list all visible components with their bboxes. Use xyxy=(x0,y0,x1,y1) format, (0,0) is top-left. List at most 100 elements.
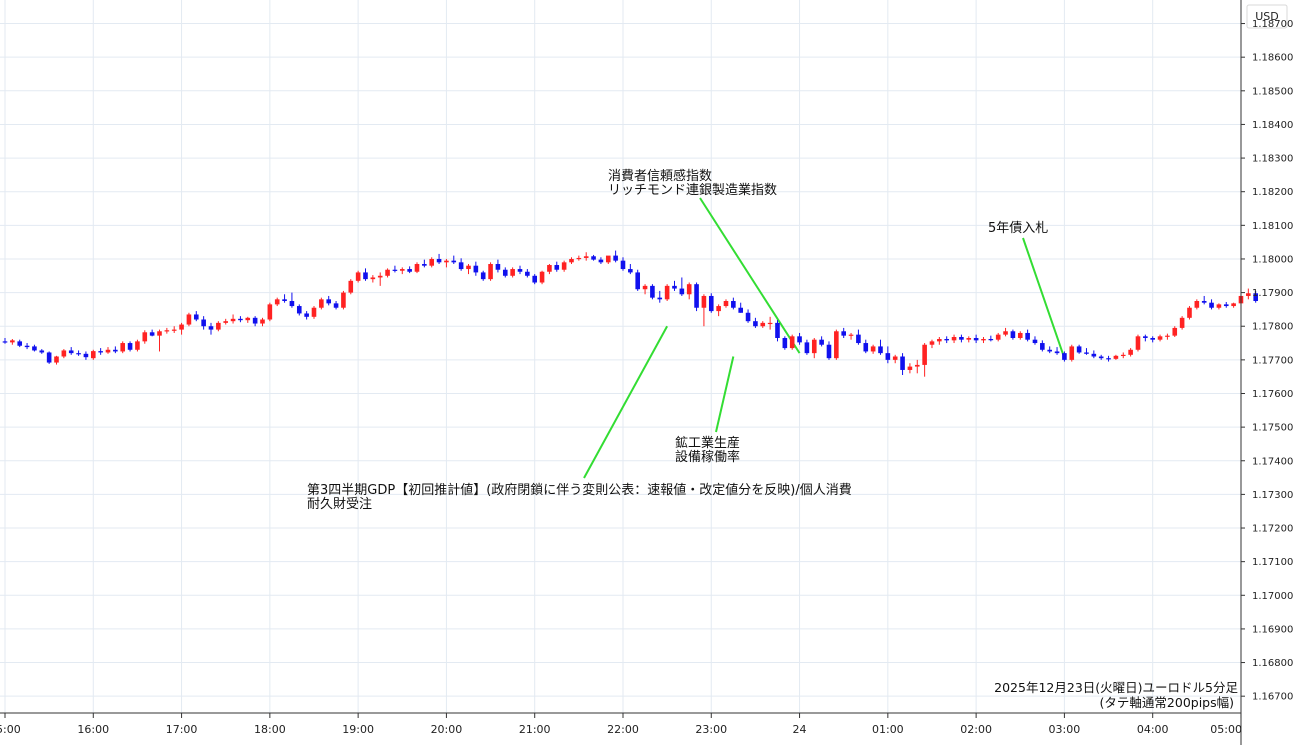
candle xyxy=(1010,329,1016,340)
candle xyxy=(208,322,214,335)
candle xyxy=(1172,326,1178,337)
candle xyxy=(1128,348,1133,357)
candle-body xyxy=(495,264,501,270)
candle xyxy=(708,293,714,313)
annotation-label: 第3四半期GDP【初回推計値】(政府閉鎖に伴う変則公表：速報値・改定値分を反映)… xyxy=(307,482,852,498)
x-tick-label: 24 xyxy=(793,723,807,736)
candle-body xyxy=(775,322,780,339)
candle-body xyxy=(149,332,155,336)
y-tick-label: 1.18500 xyxy=(1252,86,1293,97)
candle-body xyxy=(480,272,486,280)
candle-body xyxy=(789,336,795,349)
candle-body xyxy=(973,338,979,341)
candle xyxy=(819,336,824,347)
candle xyxy=(1098,354,1104,360)
candle-body xyxy=(525,271,530,276)
y-tick-label: 1.16700 xyxy=(1252,692,1293,703)
candle xyxy=(46,351,52,364)
candle xyxy=(694,282,699,312)
x-tick-label: 22:00 xyxy=(607,723,639,736)
candle-body xyxy=(716,306,721,312)
y-tick-label: 1.17700 xyxy=(1252,355,1293,366)
candle-body xyxy=(1231,303,1236,307)
candle-body xyxy=(1253,293,1258,302)
candle-body xyxy=(561,262,567,270)
candle xyxy=(171,326,177,333)
candle-body xyxy=(966,338,972,340)
candle xyxy=(164,327,170,334)
candle xyxy=(811,338,817,359)
candle-body xyxy=(1216,304,1222,308)
y-tick-label: 1.18200 xyxy=(1252,187,1293,198)
candle xyxy=(113,346,118,354)
candle xyxy=(274,297,280,307)
candle xyxy=(532,274,538,285)
candle-body xyxy=(444,260,449,263)
candle-body xyxy=(105,349,111,353)
candle xyxy=(900,353,905,375)
candle-body xyxy=(201,319,206,327)
candle-body xyxy=(1194,301,1200,308)
candle-body xyxy=(841,331,846,336)
candle-body xyxy=(466,265,471,270)
candle xyxy=(1054,347,1060,355)
candle-body xyxy=(731,301,736,308)
candle-body xyxy=(377,275,383,278)
candle xyxy=(686,282,692,300)
candle-body xyxy=(238,318,243,321)
candle-body xyxy=(1246,293,1251,296)
candle-body xyxy=(517,269,523,272)
candle xyxy=(753,317,758,328)
x-tick-label: 03:00 xyxy=(1049,723,1081,736)
candle xyxy=(723,299,729,308)
y-tick-label: 1.17200 xyxy=(1252,524,1293,535)
candle xyxy=(539,270,545,285)
candle xyxy=(267,302,273,322)
candle xyxy=(142,330,148,344)
candle xyxy=(502,267,508,278)
candle-body xyxy=(804,342,810,354)
candle-body xyxy=(274,299,280,305)
candle xyxy=(598,257,604,265)
candle xyxy=(664,284,670,302)
candle-body xyxy=(510,269,515,276)
x-tick-label: 19:00 xyxy=(342,723,374,736)
candle-body xyxy=(193,314,199,320)
candle-body xyxy=(1098,356,1104,359)
candle-body xyxy=(834,331,839,359)
candle xyxy=(885,346,891,364)
candle xyxy=(458,258,464,271)
candle xyxy=(90,349,96,360)
candle xyxy=(841,327,846,339)
candle-body xyxy=(1076,346,1082,353)
candle-body xyxy=(39,350,45,353)
y-tick-label: 1.17000 xyxy=(1252,591,1293,602)
candle-body xyxy=(981,339,986,341)
candle xyxy=(878,339,883,355)
candle-body xyxy=(988,339,994,341)
candle xyxy=(1003,327,1008,337)
candle-body xyxy=(333,303,339,308)
candle-body xyxy=(1084,352,1089,354)
candle-body xyxy=(1165,335,1170,337)
candle xyxy=(944,336,949,344)
candle-body xyxy=(613,255,618,261)
candle xyxy=(826,341,832,360)
annotation-label: 設備稼働率 xyxy=(675,449,740,465)
candle-body xyxy=(267,304,273,320)
candle xyxy=(517,265,523,275)
candle xyxy=(767,316,773,330)
candle xyxy=(436,253,442,265)
x-tick-label: 21:00 xyxy=(519,723,551,736)
candle xyxy=(959,334,964,343)
candle-body xyxy=(811,339,817,354)
y-tick-label: 1.17900 xyxy=(1252,288,1293,299)
candle xyxy=(355,270,361,283)
chart-caption: 2025年12月23日(火曜日)ユーロドル5分足 (タテ軸通常200pips幅) xyxy=(994,680,1238,710)
x-tick-label: 5:00 xyxy=(0,723,21,736)
candle xyxy=(642,284,648,295)
candle-body xyxy=(429,258,435,266)
x-tick-label: 17:00 xyxy=(166,723,198,736)
